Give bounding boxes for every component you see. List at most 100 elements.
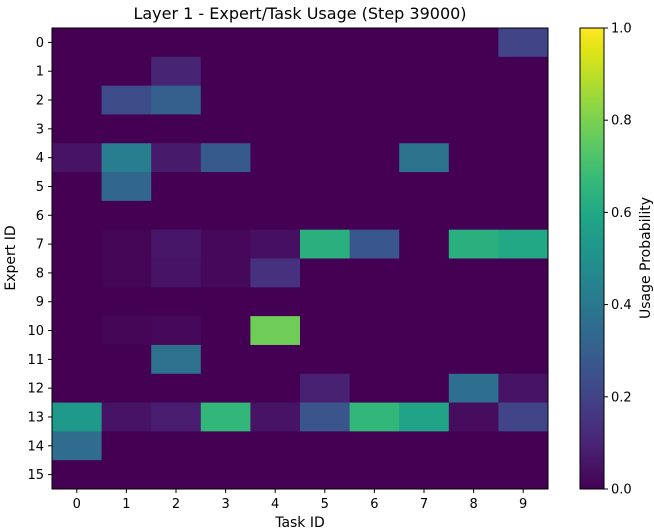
heatmap-cell <box>498 114 549 144</box>
y-tick-label: 11 <box>27 353 44 368</box>
heatmap-cell <box>399 344 450 375</box>
heatmap-cell <box>101 258 152 288</box>
y-axis-label: Expert ID <box>3 225 19 290</box>
heatmap-cell <box>399 373 450 404</box>
heatmap-cell <box>52 229 103 259</box>
heatmap-cell <box>151 402 202 432</box>
heatmap-cell <box>498 56 549 87</box>
heatmap-cell <box>300 143 351 173</box>
heatmap-cell <box>101 460 152 490</box>
heatmap-cell <box>399 431 450 461</box>
heatmap-cell <box>399 200 450 231</box>
x-tick-label: 2 <box>172 497 180 512</box>
heatmap-cell <box>349 373 400 404</box>
heatmap-cell <box>101 402 152 432</box>
heatmap-cell <box>52 344 103 375</box>
y-tick-label: 7 <box>36 238 44 253</box>
colorbar <box>579 27 605 490</box>
heatmap-cell <box>399 56 450 87</box>
heatmap-cell <box>52 172 103 202</box>
x-tick-label: 3 <box>221 497 229 512</box>
heatmap-cell <box>151 28 202 58</box>
colorbar-tick-label: 0.0 <box>611 483 632 498</box>
x-tick-label: 0 <box>73 497 81 512</box>
heatmap-cell <box>498 431 549 461</box>
y-tick-label: 6 <box>36 209 44 224</box>
heatmap-cell <box>151 316 202 346</box>
heatmap-cell <box>200 229 251 259</box>
heatmap-cell <box>101 172 152 202</box>
heatmap-cell <box>399 287 450 317</box>
heatmap-cell <box>151 431 202 461</box>
heatmap-cell <box>399 172 450 202</box>
heatmap-cell <box>498 85 549 115</box>
heatmap-cell <box>448 287 499 317</box>
y-tick-label: 3 <box>36 122 44 137</box>
heatmap-cell <box>101 373 152 404</box>
y-tick-label: 4 <box>36 151 44 166</box>
heatmap-cell <box>300 258 351 288</box>
heatmap-cell <box>349 229 400 259</box>
heatmap-cell <box>200 460 251 490</box>
heatmap-cell <box>200 344 251 375</box>
heatmap-cell <box>448 258 499 288</box>
heatmap-cell <box>250 344 301 375</box>
heatmap-cell <box>52 56 103 87</box>
heatmap-cell <box>300 28 351 58</box>
colorbar-ticks: 0.0 0.2 0.4 0.6 0.8 1.0 <box>604 22 632 498</box>
heatmap-cell <box>349 114 400 144</box>
heatmap-cell <box>399 402 450 432</box>
heatmap-cell <box>498 143 549 173</box>
heatmap-cell <box>250 373 301 404</box>
heatmap-cell <box>200 373 251 404</box>
heatmap-cell <box>300 344 351 375</box>
y-tick-label: 2 <box>36 94 44 109</box>
heatmap-cell <box>448 344 499 375</box>
heatmap-cell <box>300 56 351 87</box>
heatmap-cell <box>399 229 450 259</box>
heatmap-cell <box>200 287 251 317</box>
heatmap-cell <box>349 431 400 461</box>
heatmap-cell <box>250 402 301 432</box>
heatmap-cell <box>101 28 152 58</box>
heatmap-cell <box>448 143 499 173</box>
heatmap-cell <box>250 143 301 173</box>
colorbar-tick-label: 0.4 <box>611 298 632 313</box>
heatmap-cell <box>52 431 103 461</box>
heatmap-cell <box>101 316 152 346</box>
heatmap-cell <box>448 373 499 404</box>
heatmap-cell <box>200 402 251 432</box>
heatmap-cell <box>448 431 499 461</box>
x-tick-label: 1 <box>122 497 130 512</box>
heatmap-cell <box>250 114 301 144</box>
heatmap-cell <box>52 373 103 404</box>
heatmap-cell <box>399 460 450 490</box>
heatmap-cell <box>300 172 351 202</box>
heatmap-cell <box>300 287 351 317</box>
heatmap-cell <box>498 229 549 259</box>
heatmap-cell <box>349 258 400 288</box>
heatmap-cell <box>349 85 400 115</box>
heatmap-cell <box>52 143 103 173</box>
colorbar-label: Usage Probability <box>638 197 654 319</box>
heatmap-cell <box>101 287 152 317</box>
colorbar-tick-label: 1.0 <box>611 22 632 37</box>
heatmap-cell <box>101 143 152 173</box>
heatmap-cell <box>151 258 202 288</box>
heatmap-cell <box>448 316 499 346</box>
heatmap-cell <box>151 373 202 404</box>
heatmap-cell <box>498 200 549 231</box>
heatmap-cell <box>200 172 251 202</box>
chart-title: Layer 1 - Expert/Task Usage (Step 39000) <box>133 4 466 23</box>
heatmap-cell <box>349 344 400 375</box>
x-tick-label: 5 <box>321 497 329 512</box>
heatmap-cell <box>250 431 301 461</box>
heatmap-cell <box>200 114 251 144</box>
x-tick-label: 9 <box>519 497 527 512</box>
heatmap-cell <box>498 316 549 346</box>
heatmap-cell <box>52 200 103 231</box>
x-tick-label: 4 <box>271 497 279 512</box>
heatmap-cell <box>349 200 400 231</box>
heatmap-cell <box>200 143 251 173</box>
heatmap-cell <box>349 460 400 490</box>
